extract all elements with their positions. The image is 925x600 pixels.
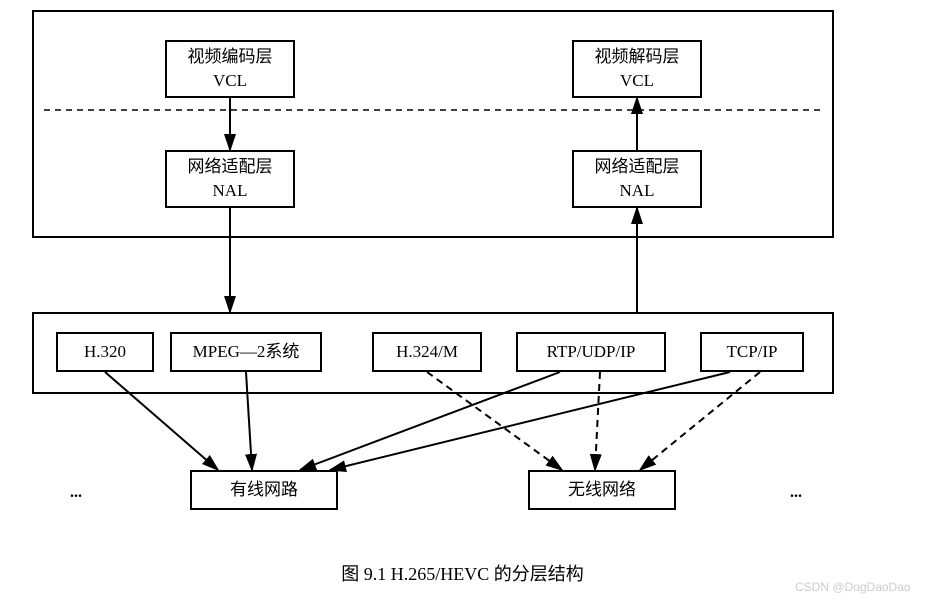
hevc-layer-diagram: 视频编码层 VCL 视频解码层 VCL 网络适配层 NAL 网络适配层 NAL … — [0, 0, 925, 600]
ellipsis-left: ... — [70, 484, 82, 502]
ellipsis-right: ... — [790, 484, 802, 502]
nal-right-line2: NAL — [620, 179, 655, 203]
nal-left-line1: 网络适配层 — [188, 155, 273, 179]
vcl-decode-line2: VCL — [620, 69, 654, 93]
vcl-encode-line1: 视频编码层 — [188, 45, 273, 69]
rtp-label: RTP/UDP/IP — [547, 340, 636, 364]
vcl-encode-line2: VCL — [213, 69, 247, 93]
wired-box: 有线网路 — [190, 470, 338, 510]
vcl-decode-box: 视频解码层 VCL — [572, 40, 702, 98]
vcl-encode-box: 视频编码层 VCL — [165, 40, 295, 98]
tcpip-label: TCP/IP — [726, 340, 777, 364]
h324m-label: H.324/M — [396, 340, 458, 364]
nal-left-box: 网络适配层 NAL — [165, 150, 295, 208]
mpeg2-label: MPEG—2系统 — [193, 340, 300, 364]
h320-box: H.320 — [56, 332, 154, 372]
mpeg2-box: MPEG—2系统 — [170, 332, 322, 372]
nal-right-box: 网络适配层 NAL — [572, 150, 702, 208]
tcpip-box: TCP/IP — [700, 332, 804, 372]
wired-label: 有线网路 — [230, 478, 298, 502]
h324m-box: H.324/M — [372, 332, 482, 372]
edges-svg — [0, 0, 925, 600]
wireless-label: 无线网络 — [568, 478, 636, 502]
h320-label: H.320 — [84, 340, 126, 364]
watermark: CSDN @DogDaoDao — [795, 580, 911, 594]
nal-right-line1: 网络适配层 — [595, 155, 680, 179]
wireless-box: 无线网络 — [528, 470, 676, 510]
figure-caption: 图 9.1 H.265/HEVC 的分层结构 — [0, 560, 925, 586]
vcl-decode-line1: 视频解码层 — [595, 45, 680, 69]
rtp-box: RTP/UDP/IP — [516, 332, 666, 372]
nal-left-line2: NAL — [213, 179, 248, 203]
